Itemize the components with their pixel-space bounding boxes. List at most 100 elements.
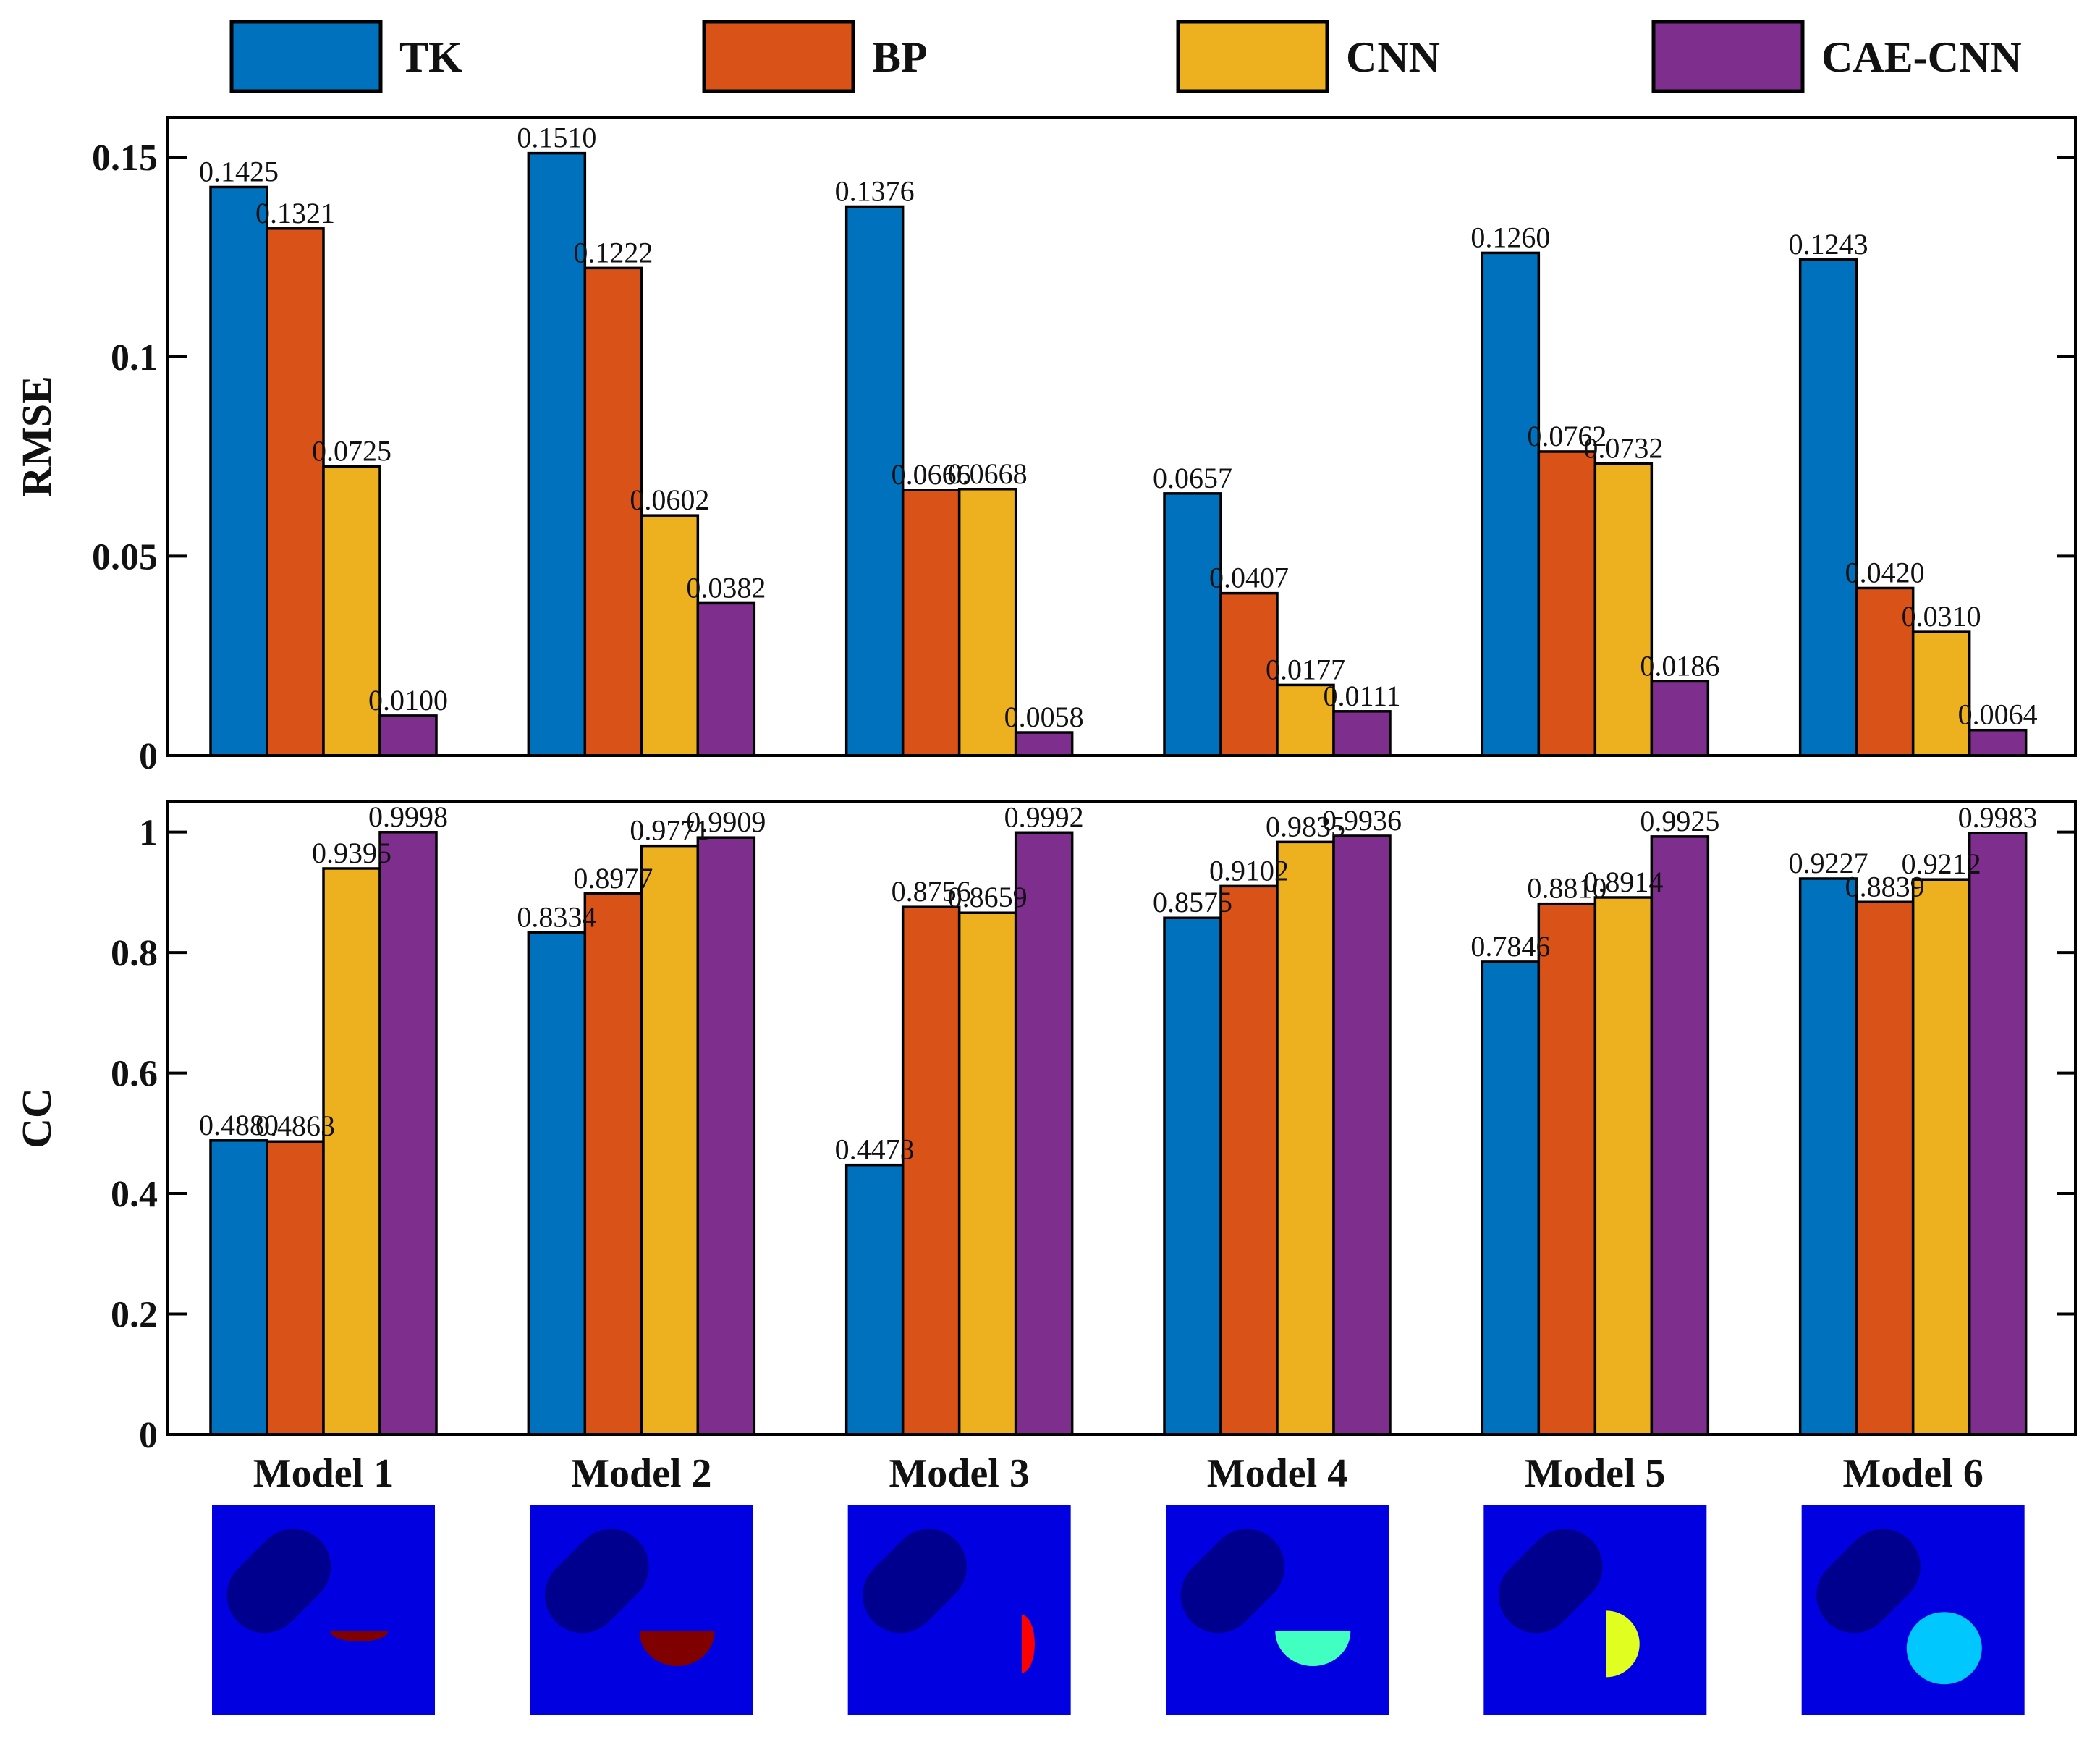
rmse-bar-bp-model-5: [1537, 450, 1597, 757]
rmse-ytick-label: 0.05: [92, 536, 158, 578]
rmse-data-label-tk-model-2: 0.1510: [517, 122, 596, 154]
rmse-bar-cae-cnn-model-3: [1014, 731, 1074, 757]
cc-data-label-cnn-model-6: 0.9212: [1902, 848, 1981, 880]
category-labels: Model 1 Model 2 Model 3 Model 4 Model 5 Model…: [253, 1451, 1983, 1496]
rmse-ytick-label: 0.15: [92, 138, 158, 179]
cc-bar-cae-cnn-model-4: [1332, 834, 1392, 1436]
target-inclusion: [1606, 1610, 1640, 1678]
cc-bar-tk-model-4: [1163, 916, 1222, 1436]
model-image-model-6: [1801, 1505, 2025, 1715]
cc-bar-bp-model-2: [583, 892, 643, 1436]
legend-label-cae-cnn: CAE-CNN: [1821, 33, 2022, 81]
cc-bar-cae-cnn-model-6: [1968, 832, 2028, 1436]
legend-swatch-bp: [702, 20, 855, 93]
rmse-data-label-cae-cnn-model-2: 0.0382: [686, 571, 766, 604]
model-images: [212, 1505, 2025, 1715]
cc-data-label-tk-model-1: 0.4880: [199, 1109, 279, 1141]
cc-bar-tk-model-3: [844, 1163, 905, 1436]
cc-data-label-bp-model-2: 0.8977: [573, 862, 653, 895]
rmse-bar-bp-model-1: [266, 227, 325, 757]
cc-data-label-cnn-model-1: 0.9395: [312, 837, 391, 869]
target-inclusion: [1906, 1612, 1982, 1685]
model-image-model-5: [1483, 1505, 1707, 1715]
rmse-data-label-cnn-model-5: 0.0732: [1583, 431, 1663, 464]
rmse-bar-tk-model-1: [209, 185, 268, 757]
cc-axes-frame: [166, 800, 2077, 1436]
rmse-data-label-cnn-model-3: 0.0668: [948, 457, 1028, 490]
cc-data-label-bp-model-1: 0.4863: [255, 1110, 335, 1142]
cc-bar-bp-model-3: [901, 905, 961, 1436]
rmse-ylabel: RMSE: [13, 376, 60, 497]
cc-data-label-bp-model-6: 0.8839: [1845, 870, 1925, 903]
cc-bar-bp-model-5: [1537, 902, 1597, 1436]
capsule-inclusion: [1180, 1529, 1285, 1634]
category-label-model-2: Model 2: [571, 1451, 711, 1496]
rmse-data-label-bp-model-1: 0.1321: [255, 197, 335, 229]
cc-panel: 0.4880 0.8334 0.4473 0.8575 0.7846 0.9227 0.48…: [13, 800, 2077, 1456]
cc-data-label-tk-model-2: 0.8334: [517, 900, 596, 933]
rmse-bar-cae-cnn-model-5: [1650, 680, 1710, 757]
target-inclusion: [330, 1631, 389, 1641]
cc-bar-cae-cnn-model-5: [1650, 835, 1710, 1436]
category-label-model-4: Model 4: [1207, 1451, 1347, 1496]
capsule-inclusion: [1816, 1529, 1921, 1634]
rmse-data-label-tk-model-3: 0.1376: [835, 174, 915, 207]
cc-bar-cae-cnn-model-3: [1014, 831, 1074, 1436]
cc-data-label-cae-cnn-model-5: 0.9925: [1640, 805, 1719, 837]
cc-bar-bp-model-4: [1219, 884, 1279, 1436]
legend-swatch-tk: [229, 20, 383, 93]
rmse-bar-tk-model-2: [527, 151, 587, 757]
cc-ytick-label: 0.4: [111, 1174, 158, 1215]
rmse-data-label-cae-cnn-model-4: 0.0111: [1323, 680, 1400, 712]
legend-label-cnn: CNN: [1346, 33, 1440, 81]
rmse-bar-bp-model-4: [1219, 591, 1279, 757]
cc-bar-cae-cnn-model-1: [378, 831, 438, 1436]
category-label-model-6: Model 6: [1842, 1451, 1983, 1496]
cc-bar-cnn-model-4: [1276, 840, 1335, 1436]
cc-data-label-tk-model-5: 0.7846: [1470, 930, 1550, 963]
cc-data-label-tk-model-6: 0.9227: [1789, 847, 1868, 879]
rmse-data-label-bp-model-5: 0.0762: [1527, 420, 1606, 452]
cc-bar-cae-cnn-model-2: [696, 836, 756, 1436]
cc-bar-bp-model-1: [266, 1140, 325, 1436]
cc-data-label-cae-cnn-model-4: 0.9936: [1322, 804, 1402, 837]
cc-ytick-label: 0.8: [111, 933, 158, 974]
cc-data-label-cnn-model-5: 0.8914: [1583, 866, 1663, 898]
category-label-model-3: Model 3: [889, 1451, 1029, 1496]
rmse-data-label-cnn-model-6: 0.0310: [1902, 600, 1981, 633]
cc-ytick-label: 1: [139, 813, 158, 854]
rmse-data-label-tk-model-4: 0.0657: [1153, 462, 1232, 494]
cc-data-label-cnn-model-3: 0.8659: [948, 881, 1028, 913]
rmse-bar-cae-cnn-model-4: [1332, 710, 1392, 757]
rmse-bar-cnn-model-1: [322, 465, 381, 757]
rmse-axes-frame: [166, 116, 2077, 757]
legend: TK BP CNN CAE-CNN: [229, 20, 2022, 93]
rmse-data-label-bp-model-3: 0.0666: [892, 458, 971, 491]
cc-bar-cnn-model-5: [1593, 896, 1654, 1436]
capsule-inclusion: [544, 1529, 649, 1634]
rmse-bar-tk-model-6: [1798, 258, 1858, 757]
model-image-model-2: [530, 1505, 753, 1715]
cc-bar-cnn-model-3: [957, 911, 1017, 1436]
cc-bar-cnn-model-2: [640, 844, 700, 1436]
rmse-data-label-cae-cnn-model-1: 0.0100: [368, 684, 448, 717]
rmse-bar-cnn-model-2: [640, 514, 700, 757]
target-inclusion: [1021, 1615, 1035, 1673]
model-image-model-4: [1166, 1505, 1389, 1715]
rmse-bar-cnn-model-5: [1593, 462, 1654, 757]
legend-swatch-cnn: [1176, 20, 1329, 93]
rmse-data-label-tk-model-1: 0.1425: [199, 155, 279, 187]
rmse-data-label-bp-model-4: 0.0407: [1209, 562, 1289, 594]
cc-bar-cnn-model-6: [1911, 878, 1971, 1436]
cc-data-label-bp-model-3: 0.8756: [892, 875, 971, 908]
rmse-bar-tk-model-3: [844, 205, 905, 757]
cc-data-label-cae-cnn-model-1: 0.9998: [368, 800, 448, 833]
rmse-bar-cnn-model-4: [1276, 683, 1335, 757]
cc-ytick-label: 0: [139, 1415, 158, 1456]
rmse-data-label-cnn-model-1: 0.0725: [312, 434, 391, 467]
rmse-bar-cae-cnn-model-6: [1968, 728, 2028, 757]
rmse-bar-tk-model-5: [1481, 251, 1541, 757]
category-label-model-5: Model 5: [1525, 1451, 1665, 1496]
legend-label-bp: BP: [872, 33, 928, 81]
